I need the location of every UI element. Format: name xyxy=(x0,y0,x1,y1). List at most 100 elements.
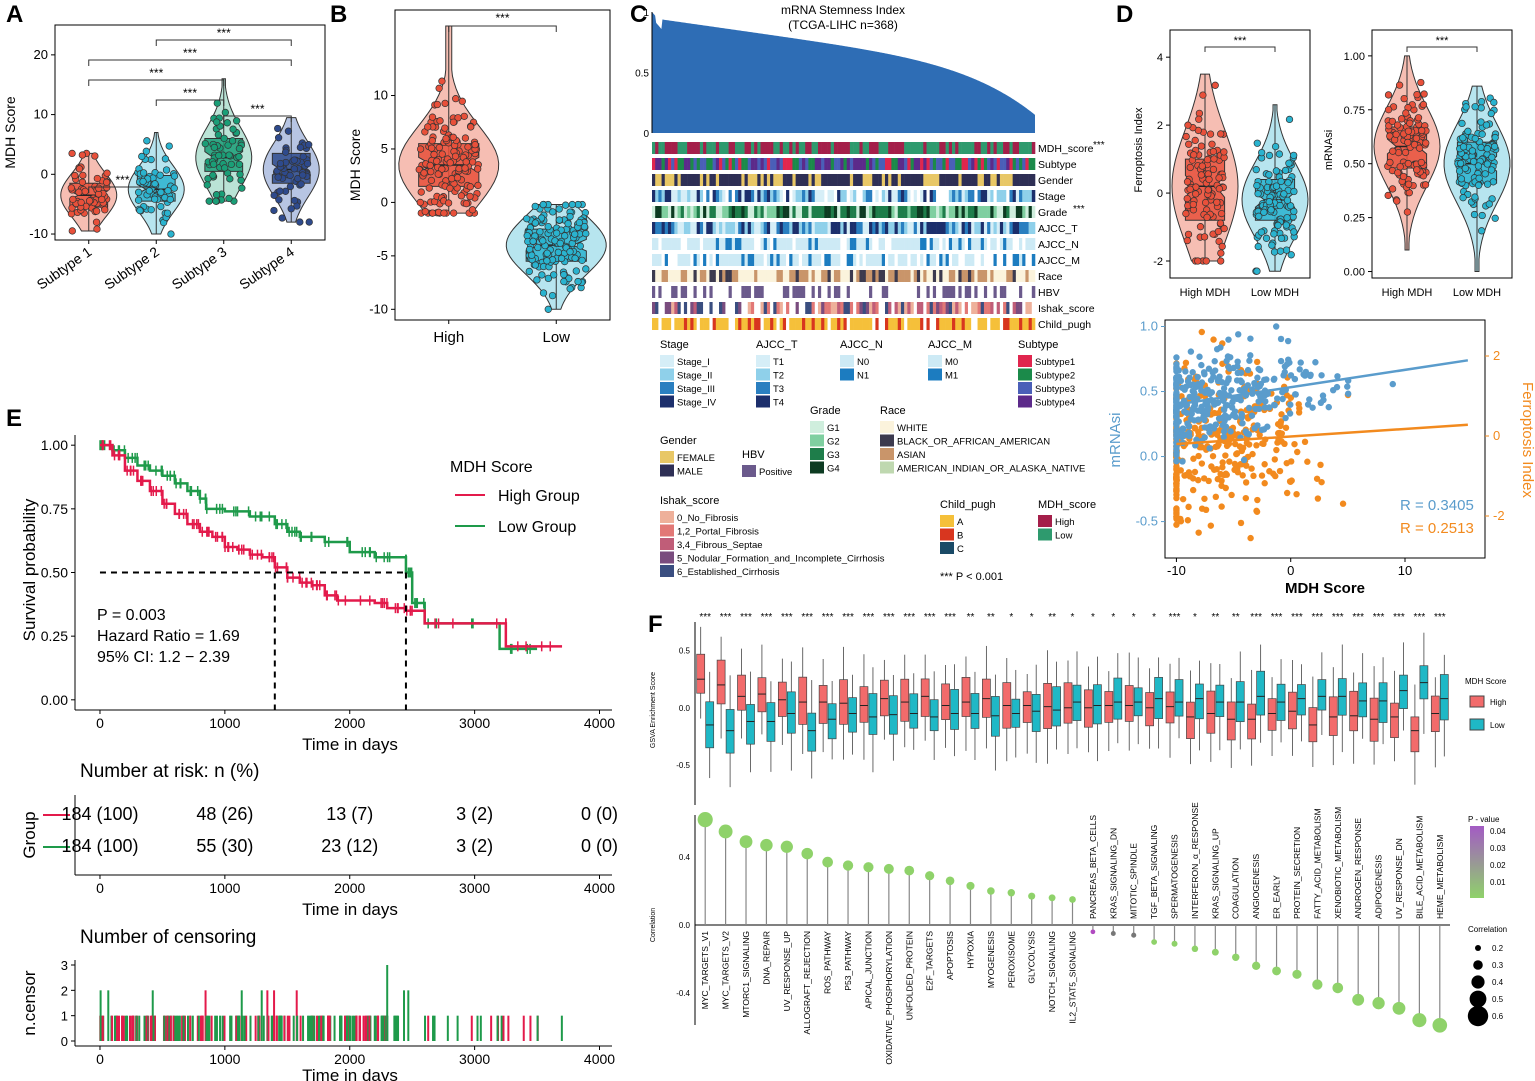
c-heatmap-cell xyxy=(907,206,911,218)
c-heatmap-cell xyxy=(936,318,940,330)
c-heatmap-cell xyxy=(977,254,982,266)
d-ferro-point xyxy=(1271,456,1278,463)
c-heatmap-cell xyxy=(945,190,950,202)
c-heatmap-cell xyxy=(865,254,870,266)
f-pathway-label: PANCREAS_BETA_CELLS xyxy=(1088,815,1098,919)
c-heatmap-cell xyxy=(766,190,771,202)
c-heatmap-cell xyxy=(1012,190,1017,202)
c-heatmap-cell xyxy=(1025,174,1029,186)
c-heatmap-cell xyxy=(881,206,886,218)
b-point xyxy=(417,188,425,196)
c-heatmap-cell xyxy=(776,158,780,170)
e-censor-y-label: n.censor xyxy=(20,970,39,1036)
c-heatmap-cell xyxy=(817,190,822,202)
f-lollipop-dot xyxy=(987,887,995,895)
c-heatmap-cell xyxy=(671,238,675,250)
f-sig-label: *** xyxy=(1352,612,1364,623)
b-point xyxy=(449,133,457,141)
f-pathway-label: HYPOXIA xyxy=(965,931,975,969)
c-heatmap-cell xyxy=(683,270,688,282)
c-heatmap-cell xyxy=(939,238,943,250)
a-points-4 xyxy=(270,124,313,226)
c-heatmap-cell xyxy=(754,206,758,218)
c-heatmap-cell xyxy=(942,158,946,170)
c-heatmap-cell xyxy=(741,142,745,154)
c-heatmap-cell xyxy=(1012,286,1017,298)
c-heatmap-cell xyxy=(856,270,860,282)
c-heatmap-cell xyxy=(652,286,656,298)
c-heatmap-cell xyxy=(792,190,796,202)
c-heatmap-cell xyxy=(661,174,666,186)
c-heatmap-cell xyxy=(967,142,972,154)
f-sig-label: * xyxy=(1132,612,1136,623)
d-mrnasi-point xyxy=(1456,159,1465,168)
c-heatmap-cell xyxy=(773,286,777,298)
c-heatmap-cell xyxy=(814,254,819,266)
f-pathway-label: ADIPOGENESIS xyxy=(1374,854,1384,919)
d-mrnasi-point xyxy=(1304,401,1312,408)
d-mrnasi-y-tick-label: 0.75 xyxy=(1344,105,1365,117)
c-heatmap-cell xyxy=(760,190,765,202)
f-sig-label: *** xyxy=(740,612,752,623)
c-heatmap-cell xyxy=(782,238,787,250)
c-heatmap-cell xyxy=(865,302,870,314)
c-heatmap-cell xyxy=(661,222,666,234)
a-point xyxy=(134,196,143,204)
c-heatmap-cell xyxy=(658,142,662,154)
c-heatmap-cell xyxy=(999,158,1004,170)
c-heatmap-cell xyxy=(846,158,851,170)
c-heatmap-cell xyxy=(741,238,745,250)
c-heatmap-cell xyxy=(766,318,771,330)
c-heatmap-cell xyxy=(833,270,838,282)
c-legend-swatch xyxy=(840,368,854,381)
c-heatmap-cell xyxy=(712,158,717,170)
f-box-high xyxy=(859,686,869,723)
a-point xyxy=(147,206,155,214)
c-heatmap-cell xyxy=(999,190,1004,202)
c-heatmap-cell xyxy=(1012,206,1017,218)
c-heatmap-cell xyxy=(696,238,701,250)
b-point xyxy=(582,265,590,273)
c-heatmap-cell xyxy=(830,222,835,234)
c-heatmap-cell xyxy=(961,190,966,202)
a-point xyxy=(274,173,282,181)
c-legend-item: Positive xyxy=(759,467,792,478)
c-heatmap-cell xyxy=(798,142,803,154)
c-heatmap-cell xyxy=(990,206,994,218)
f-bottom-y-tick-label: -0.4 xyxy=(676,989,690,998)
f-lollipop-dot xyxy=(780,840,793,853)
c-heatmap-cell xyxy=(773,174,777,186)
c-heatmap-cell xyxy=(955,286,959,298)
c-heatmap-cell xyxy=(964,158,969,170)
c-heatmap-cell xyxy=(671,174,675,186)
d-mrnasi-point xyxy=(1221,412,1229,419)
f-legend-low-swatch xyxy=(1469,718,1485,731)
c-heatmap-cell xyxy=(747,318,752,330)
c-heatmap-cell xyxy=(661,302,666,314)
c-heatmap-cell xyxy=(760,174,765,186)
a-point xyxy=(305,141,313,149)
c-heatmap-cell xyxy=(786,222,790,234)
f-sig-label: *** xyxy=(1373,612,1385,623)
c-heatmap-cell xyxy=(674,190,678,202)
f-pathway-label: ANGIOGENESIS xyxy=(1251,853,1261,919)
c-heatmap-cell xyxy=(964,270,969,282)
c-heatmap-cell xyxy=(840,238,844,250)
d-mrnasi-point xyxy=(1384,191,1392,200)
d-mrnasi-point xyxy=(1198,379,1206,386)
f-box-low xyxy=(1378,682,1388,723)
c-legend-item: T3 xyxy=(773,384,784,395)
c-heatmap-cell xyxy=(843,286,847,298)
c-heatmap-cell xyxy=(802,270,806,282)
c-heatmap-cell xyxy=(802,174,806,186)
c-heatmap-cell xyxy=(900,318,905,330)
c-heatmap-cell xyxy=(722,158,726,170)
c-heatmap-cell xyxy=(920,302,924,314)
c-heatmap-cell xyxy=(712,302,717,314)
c-heatmap-cell xyxy=(817,206,822,218)
c-heatmap-row-ajcc_t xyxy=(652,222,1036,234)
c-heatmap-cell xyxy=(789,174,793,186)
b-point xyxy=(438,77,446,85)
e-y-tick-label: 0.25 xyxy=(41,628,68,644)
c-heatmap-cell xyxy=(961,158,966,170)
